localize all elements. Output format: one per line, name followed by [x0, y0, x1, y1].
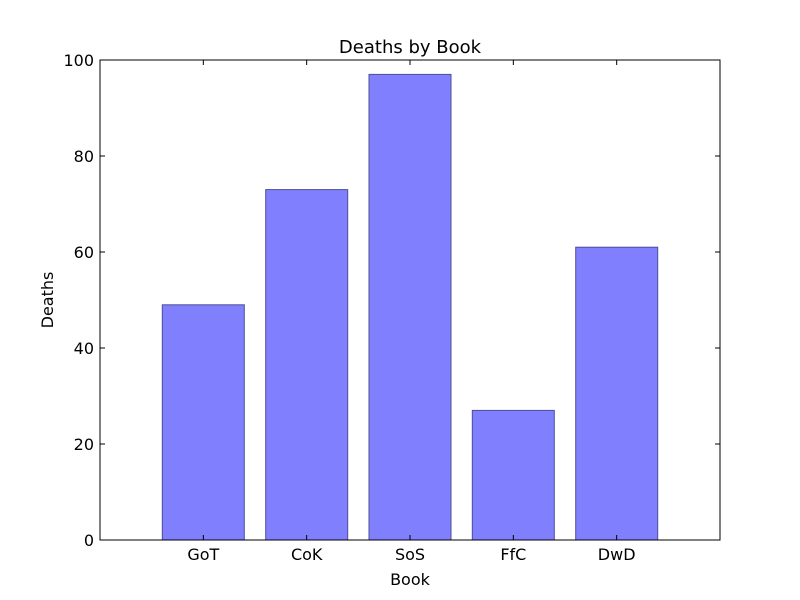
y-tick-label-80: 80: [74, 147, 94, 166]
bar-ffc: [471, 409, 555, 541]
ticks-group: GoT CoK SoS FfC DwD 0 20 40 60 80 100: [63, 51, 720, 564]
y-tick-label-20: 20: [74, 435, 94, 454]
bar-sos: [368, 73, 452, 541]
bar-got: [161, 304, 245, 541]
x-tick-label-sos: SoS: [395, 545, 425, 564]
x-tick-label-dwd: DwD: [598, 545, 636, 564]
chart-title: Deaths by Book: [339, 37, 482, 58]
bar-dwd: [575, 246, 659, 541]
bar-cok: [265, 189, 349, 541]
y-tick-label-40: 40: [74, 339, 94, 358]
bars-group: [161, 73, 659, 541]
x-tick-label-got: GoT: [187, 545, 219, 564]
y-tick-label-0: 0: [84, 531, 94, 550]
y-tick-label-100: 100: [63, 51, 94, 70]
x-axis-label: Book: [390, 570, 431, 589]
y-axis-label: Deaths: [38, 272, 57, 329]
x-tick-label-ffc: FfC: [500, 545, 526, 564]
plot-area-frame: [99, 59, 721, 541]
y-tick-label-60: 60: [74, 243, 94, 262]
x-tick-label-cok: CoK: [291, 545, 323, 564]
